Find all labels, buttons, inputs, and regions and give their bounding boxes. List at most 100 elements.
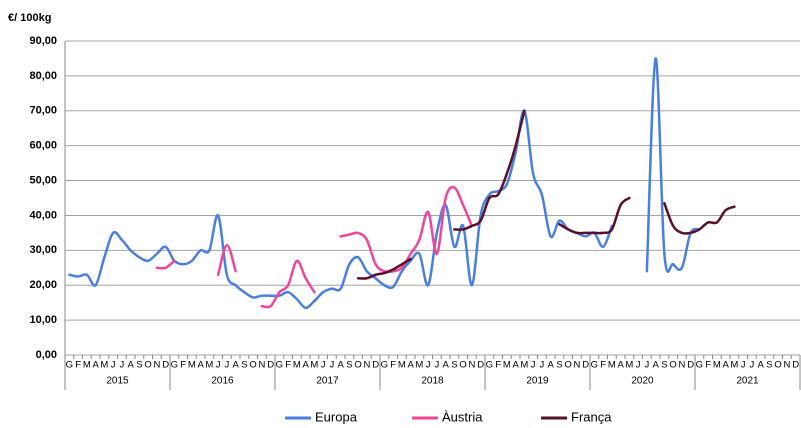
x-tick-label: N	[258, 360, 265, 371]
group-label: 2020	[631, 376, 654, 387]
y-tick-label: 30,00	[29, 244, 57, 256]
x-tick-label: G	[486, 360, 493, 371]
x-tick-label: O	[144, 360, 151, 371]
x-tick-label: F	[705, 360, 711, 371]
x-tick-label: J	[330, 360, 335, 371]
x-tick-label: N	[678, 360, 685, 371]
x-tick-label: M	[310, 360, 318, 371]
y-tick-label: 70,00	[29, 105, 57, 117]
x-tick-label: D	[267, 360, 274, 371]
x-tick-label: A	[197, 360, 204, 371]
x-tick-label: J	[645, 360, 650, 371]
group-label: 2017	[316, 376, 339, 387]
x-tick-label: G	[276, 360, 283, 371]
x-tick-label: A	[232, 360, 239, 371]
x-tick-label: F	[180, 360, 186, 371]
x-tick-label: J	[435, 360, 440, 371]
x-tick-label: O	[249, 360, 256, 371]
x-tick-label: F	[390, 360, 396, 371]
x-tick-label: O	[354, 360, 361, 371]
x-tick-label: M	[398, 360, 406, 371]
x-tick-label: S	[661, 360, 667, 371]
y-tick-label: 40,00	[29, 209, 57, 221]
x-tick-label: J	[741, 360, 746, 371]
x-tick-label: A	[512, 360, 519, 371]
x-tick-label: J	[531, 360, 536, 371]
x-tick-label: A	[337, 360, 344, 371]
x-tick-label: O	[774, 360, 781, 371]
x-tick-label: N	[153, 360, 160, 371]
x-tick-label: D	[372, 360, 379, 371]
legend-label: Àustria	[442, 409, 483, 424]
x-tick-label: M	[188, 360, 196, 371]
x-tick-label: J	[321, 360, 326, 371]
x-tick-label: S	[451, 360, 457, 371]
y-tick-label: 80,00	[29, 70, 57, 82]
group-label: 2021	[736, 376, 759, 387]
x-tick-label: A	[407, 360, 414, 371]
x-tick-label: A	[547, 360, 554, 371]
legend-label: França	[571, 409, 612, 424]
y-tick-label: 60,00	[29, 140, 57, 152]
x-tick-label: A	[722, 360, 729, 371]
x-tick-label: M	[520, 360, 528, 371]
x-tick-label: F	[600, 360, 606, 371]
x-tick-label: J	[120, 360, 125, 371]
x-tick-label: D	[792, 360, 799, 371]
x-tick-label: N	[363, 360, 370, 371]
x-tick-label: G	[171, 360, 178, 371]
y-tick-label: 10,00	[29, 314, 57, 326]
x-tick-label: A	[652, 360, 659, 371]
x-tick-label: S	[136, 360, 142, 371]
x-tick-label: S	[241, 360, 247, 371]
x-tick-label: M	[415, 360, 423, 371]
x-tick-label: G	[591, 360, 598, 371]
x-tick-label: F	[285, 360, 291, 371]
group-label: 2018	[421, 376, 444, 387]
x-tick-label: G	[66, 360, 73, 371]
x-tick-label: M	[293, 360, 301, 371]
x-tick-label: J	[216, 360, 221, 371]
x-tick-label: O	[669, 360, 676, 371]
x-tick-label: G	[381, 360, 388, 371]
x-tick-label: D	[477, 360, 484, 371]
series-line	[155, 185, 474, 309]
x-tick-label: D	[162, 360, 169, 371]
series-line	[68, 57, 701, 310]
x-tick-label: A	[302, 360, 309, 371]
x-tick-label: M	[83, 360, 91, 371]
x-tick-label: G	[696, 360, 703, 371]
x-tick-label: J	[225, 360, 230, 371]
x-tick-label: N	[573, 360, 580, 371]
x-tick-label: D	[687, 360, 694, 371]
x-tick-label: S	[556, 360, 562, 371]
x-tick-label: S	[346, 360, 352, 371]
x-tick-label: M	[625, 360, 633, 371]
x-tick-label: J	[636, 360, 641, 371]
group-label: 2015	[106, 376, 129, 387]
y-tick-label: 20,00	[29, 279, 57, 291]
x-tick-label: N	[468, 360, 475, 371]
x-tick-label: M	[730, 360, 738, 371]
y-tick-label: 90,00	[29, 35, 57, 47]
y-axis-label: €/ 100kg	[8, 12, 51, 24]
x-tick-label: F	[75, 360, 81, 371]
group-label: 2016	[211, 376, 234, 387]
x-tick-label: N	[783, 360, 790, 371]
x-tick-label: O	[459, 360, 466, 371]
y-tick-label: 50,00	[29, 174, 57, 186]
x-tick-label: D	[582, 360, 589, 371]
x-tick-label: J	[540, 360, 545, 371]
x-tick-label: A	[442, 360, 449, 371]
x-tick-label: M	[713, 360, 721, 371]
x-tick-label: M	[503, 360, 511, 371]
x-tick-label: S	[766, 360, 772, 371]
x-tick-label: J	[750, 360, 755, 371]
group-label: 2019	[526, 376, 549, 387]
x-tick-label: F	[495, 360, 501, 371]
x-tick-label: M	[205, 360, 213, 371]
x-tick-label: A	[757, 360, 764, 371]
x-tick-label: A	[92, 360, 99, 371]
series-line	[356, 109, 736, 280]
